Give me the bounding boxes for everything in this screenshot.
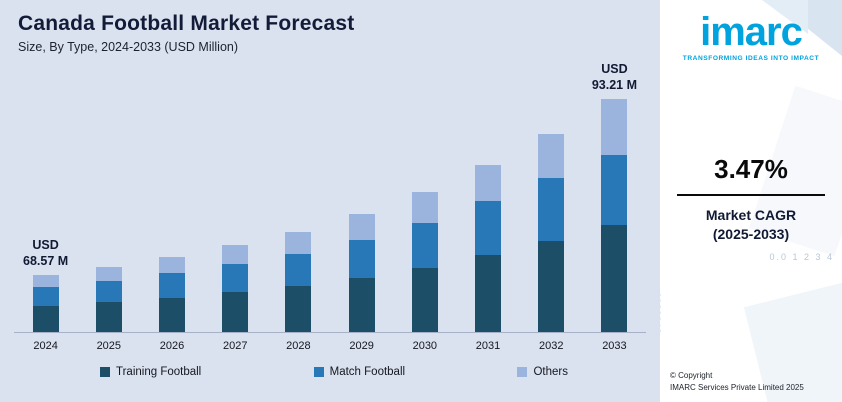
segment-training-football-2024: [32, 306, 59, 332]
segment-match-football-2028: [285, 254, 312, 286]
bar-column-2024: USD 68.57 M: [14, 56, 77, 332]
chart-section: Canada Football Market Forecast Size, By…: [0, 0, 660, 402]
segment-training-football-2026: [159, 298, 185, 332]
stacked-bar-2032: [538, 134, 565, 332]
stacked-bar-2024: [32, 275, 59, 332]
copyright-notice: © Copyright IMARC Services Private Limit…: [670, 370, 804, 394]
imarc-logo-tagline: TRANSFORMING IDEAS INTO IMPACT: [682, 55, 820, 62]
segment-others-2031: [475, 165, 502, 201]
legend-swatch: [517, 367, 528, 377]
x-axis-label-2033: 2033: [602, 340, 627, 352]
legend-swatch: [100, 367, 110, 377]
decorative-vertical-number: +6982048: [660, 286, 662, 335]
segment-match-football-2030: [411, 223, 438, 268]
segment-match-football-2027: [222, 264, 249, 292]
copyright-line1: © Copyright: [670, 371, 713, 380]
bar-column-2032: [520, 56, 583, 332]
bar-column-2026: [140, 56, 203, 332]
bar-chart-plot-area: USD 68.57 M USD 93.21 M: [14, 56, 646, 333]
stacked-bar-2028: [285, 232, 312, 332]
segment-others-2027: [222, 245, 249, 264]
decorative-corner-shape-2: [762, 0, 808, 34]
chart-header: Canada Football Market Forecast Size, By…: [0, 0, 660, 54]
segment-others-2028: [285, 232, 312, 254]
stacked-bar-2031: [475, 165, 502, 332]
stacked-bar-2033: [601, 99, 628, 332]
x-axis-label-2030: 2030: [412, 340, 438, 352]
segment-others-2026: [159, 257, 185, 273]
bar-column-2029: [330, 56, 393, 332]
segment-training-football-2032: [538, 241, 565, 332]
cagr-divider: [677, 194, 825, 196]
cagr-label-line2: (2025-2033): [712, 225, 790, 242]
bar-column-2025: [77, 56, 140, 332]
value-label-2033: USD 93.21 M: [591, 61, 637, 92]
bar-column-2030: [393, 56, 456, 332]
legend-label: Others: [533, 366, 568, 378]
bar-column-2031: [456, 56, 519, 332]
x-axis-label-2032: 2032: [538, 340, 564, 352]
chart-subtitle: Size, By Type, 2024-2033 (USD Million): [18, 40, 239, 54]
segment-others-2029: [348, 214, 375, 240]
copyright-line2: IMARC Services Private Limited 2025: [670, 383, 804, 392]
segment-training-football-2028: [285, 286, 312, 332]
segment-match-football-2032: [538, 178, 565, 241]
cagr-block: 3.47% Market CAGR (2025-2033): [660, 154, 842, 244]
segment-match-football-2026: [159, 273, 185, 298]
stacked-bar-2027: [222, 245, 249, 332]
chart-title: Canada Football Market Forecast: [18, 12, 355, 35]
segment-training-football-2027: [222, 292, 249, 332]
imarc-logo-text: imarc: [700, 10, 803, 54]
stacked-bar-2026: [159, 257, 185, 332]
cagr-label-line1: Market CAGR: [705, 207, 797, 223]
segment-others-2030: [411, 192, 438, 223]
x-axis-label-2026: 2026: [159, 340, 185, 352]
segment-others-2033: [601, 99, 628, 155]
segment-training-football-2025: [95, 302, 122, 332]
chart-legend: Training Football Match Football Others: [0, 366, 660, 378]
value-label-2024: USD 68.57 M: [23, 237, 69, 268]
x-axis-label-2029: 2029: [349, 340, 374, 352]
legend-item-training-football: Training Football: [100, 366, 201, 378]
x-axis-labels: 2024 2025 2026 2027 2028 2029 2030 2031 2032 2033: [14, 333, 646, 352]
stacked-bar-2025: [95, 267, 122, 332]
bar-column-2027: [204, 56, 267, 332]
x-axis-label-2031: 2031: [475, 340, 501, 352]
stacked-bar-2029: [348, 214, 375, 332]
segment-training-football-2030: [411, 268, 438, 332]
segment-match-football-2029: [348, 240, 375, 278]
segment-match-football-2025: [95, 281, 122, 302]
x-axis-label-2028: 2028: [286, 340, 311, 352]
legend-item-match-football: Match Football: [313, 366, 406, 378]
decorative-axis-numbers: 0.0 1 2 3 4: [769, 252, 834, 262]
segment-others-2025: [95, 267, 122, 281]
segment-training-football-2031: [475, 255, 502, 332]
segment-training-football-2033: [601, 225, 628, 332]
x-axis-label-2025: 2025: [96, 340, 122, 352]
segment-others-2024: [32, 275, 59, 287]
stacked-bar-2030: [411, 192, 438, 332]
legend-label: Training Football: [116, 366, 202, 378]
segment-training-football-2029: [348, 278, 375, 332]
bar-column-2033: USD 93.21 M: [583, 56, 646, 332]
segment-match-football-2031: [475, 201, 502, 255]
x-axis-label-2024: 2024: [33, 340, 58, 352]
legend-item-others: Others: [517, 366, 568, 378]
segment-match-football-2033: [601, 155, 628, 225]
info-panel: imarc TRANSFORMING IDEAS INTO IMPACT 3.4…: [660, 0, 842, 402]
segment-match-football-2024: [32, 287, 59, 306]
cagr-value: 3.47%: [714, 154, 788, 184]
legend-label: Match Football: [329, 366, 406, 378]
bar-column-2028: [267, 56, 330, 332]
x-axis-label-2027: 2027: [222, 340, 248, 352]
imarc-logo: imarc TRANSFORMING IDEAS INTO IMPACT: [660, 0, 842, 62]
legend-swatch: [313, 367, 324, 377]
cagr-label: Market CAGR (2025-2033): [660, 206, 842, 244]
segment-others-2032: [538, 134, 565, 178]
